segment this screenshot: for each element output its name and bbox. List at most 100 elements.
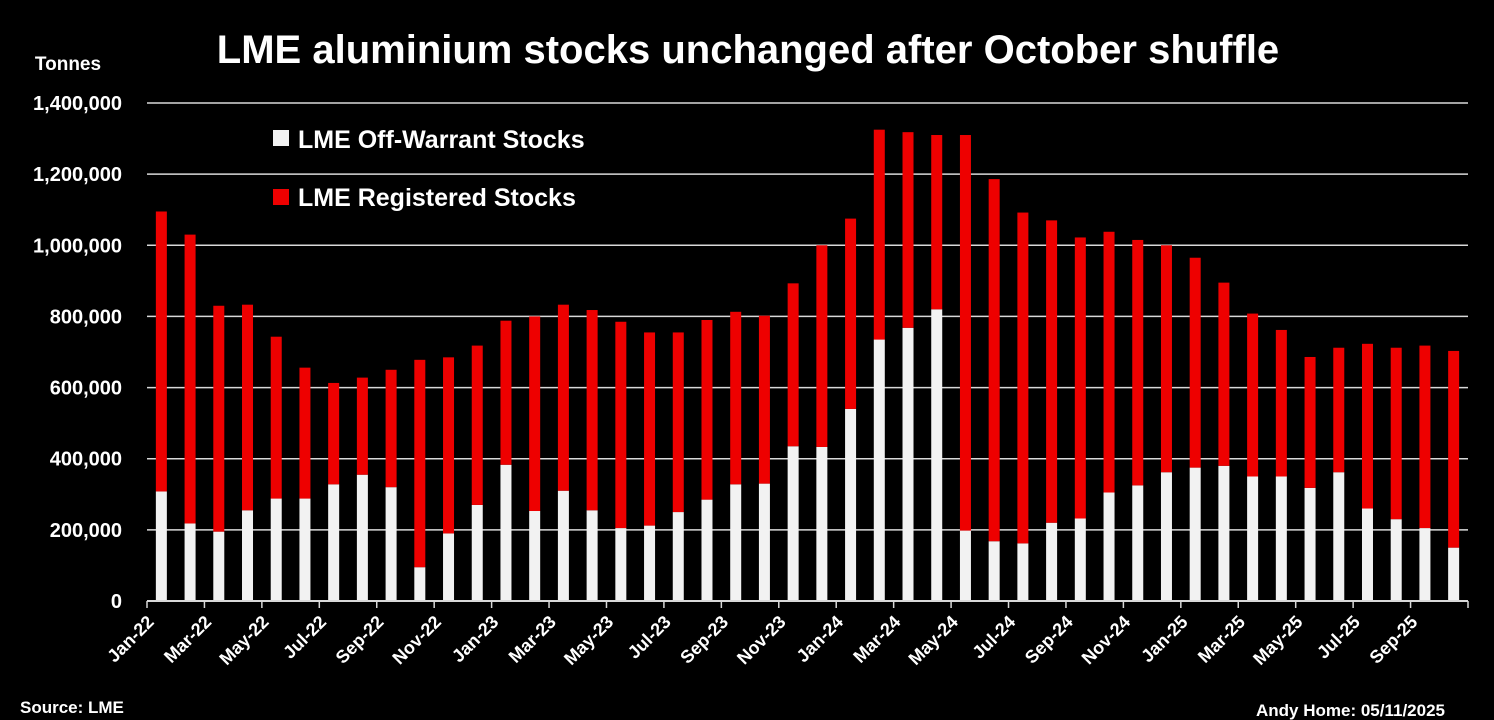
x-tick-label: Sep-22 — [332, 612, 388, 668]
bar-registered — [1275, 329, 1287, 477]
x-tick-label: Mar-24 — [849, 612, 904, 667]
bar-off-warrant — [1046, 522, 1058, 601]
y-tick-label: 800,000 — [50, 306, 122, 328]
bar-registered — [873, 129, 885, 340]
bar-registered — [414, 359, 426, 568]
bar-registered — [1074, 237, 1086, 519]
source-note: Source: LME — [20, 698, 124, 717]
x-axis-tick-labels: Jan-22 Mar-22 May-22 Jul-22 Sep-22 Nov-22 Jan-… — [103, 612, 1421, 669]
bar-off-warrant — [1419, 528, 1431, 601]
legend-swatch-off-warrant — [273, 130, 289, 146]
bar-registered — [213, 305, 225, 532]
bar-off-warrant — [443, 533, 455, 601]
bar-registered — [1247, 313, 1259, 477]
bar-registered — [155, 211, 167, 492]
bar-off-warrant — [701, 499, 713, 601]
bar-off-warrant — [816, 446, 828, 601]
bar-registered — [270, 336, 282, 499]
x-tick-label: Mar-22 — [160, 612, 215, 667]
bar-registered — [615, 321, 627, 529]
bar-registered — [1390, 347, 1402, 520]
x-tick-label: Jul-22 — [279, 612, 330, 663]
bar-registered — [385, 369, 397, 488]
x-tick-label: May-23 — [560, 612, 617, 669]
bar-off-warrant — [328, 484, 340, 601]
bar-registered — [902, 132, 914, 328]
x-axis — [146, 600, 1469, 608]
bar-off-warrant — [1304, 487, 1316, 601]
bar-registered — [529, 316, 541, 512]
bar-off-warrant — [1275, 476, 1287, 601]
bar-off-warrant — [500, 464, 512, 601]
bar-registered — [1361, 343, 1373, 509]
legend-label-off-warrant: LME Off-Warrant Stocks — [298, 126, 585, 154]
x-tick-label: Jan-25 — [1137, 612, 1191, 666]
bar-off-warrant — [242, 510, 254, 601]
x-tick-label: May-22 — [215, 612, 272, 669]
bar-registered — [1218, 282, 1230, 466]
bar-registered — [356, 377, 368, 475]
bar-off-warrant — [1074, 518, 1086, 601]
x-tick-label: Nov-24 — [1078, 612, 1135, 669]
bar-off-warrant — [1103, 492, 1115, 601]
bar-off-warrant — [385, 487, 397, 601]
bar-registered — [1046, 220, 1058, 523]
y-tick-label: 0 — [111, 591, 122, 613]
y-tick-label: 1,200,000 — [33, 164, 122, 186]
legend-label-registered: LME Registered Stocks — [298, 184, 576, 212]
x-tick-label: Sep-24 — [1021, 612, 1077, 668]
bar-registered — [471, 345, 483, 505]
y-axis-label: Tonnes — [35, 54, 101, 75]
bar-off-warrant — [1247, 476, 1259, 601]
bar-registered — [816, 245, 828, 447]
bar-registered — [1304, 356, 1316, 488]
bar-off-warrant — [529, 511, 541, 601]
bar-off-warrant — [845, 408, 857, 601]
bar-registered — [1160, 245, 1172, 473]
bar-off-warrant — [931, 309, 943, 601]
bar-registered — [328, 382, 340, 485]
x-tick-label: Nov-23 — [733, 612, 790, 669]
bar-off-warrant — [758, 483, 770, 601]
bar-off-warrant — [270, 498, 282, 601]
bars — [155, 129, 1460, 601]
bar-registered — [1419, 345, 1431, 529]
credit-note: Andy Home: 05/11/2025 — [1256, 701, 1445, 720]
bar-registered — [644, 332, 656, 526]
bar-registered — [1189, 257, 1201, 468]
legend: LME Off-Warrant Stocks LME Registered St… — [273, 126, 585, 212]
bar-off-warrant — [356, 474, 368, 601]
bar-registered — [1017, 212, 1029, 544]
x-tick-label: Mar-23 — [505, 612, 560, 667]
bar-off-warrant — [586, 510, 598, 601]
bar-off-warrant — [988, 541, 1000, 601]
x-tick-label: Mar-25 — [1194, 612, 1249, 667]
bar-off-warrant — [615, 528, 627, 601]
bar-off-warrant — [213, 531, 225, 601]
bar-off-warrant — [1017, 543, 1029, 601]
y-tick-label: 1,400,000 — [33, 93, 122, 115]
x-tick-label: May-24 — [905, 612, 962, 669]
bar-registered — [1448, 350, 1460, 548]
bar-registered — [701, 319, 713, 500]
bar-registered — [557, 304, 569, 491]
bar-registered — [988, 179, 1000, 542]
x-tick-label: Nov-22 — [388, 612, 445, 669]
bar-off-warrant — [471, 504, 483, 601]
bar-off-warrant — [184, 523, 196, 601]
bar-off-warrant — [902, 327, 914, 601]
bar-off-warrant — [1132, 485, 1144, 601]
x-tick-label: Sep-23 — [676, 612, 732, 668]
bar-off-warrant — [873, 339, 885, 601]
gridlines — [147, 102, 1468, 531]
bar-registered — [845, 218, 857, 409]
bar-registered — [443, 357, 455, 534]
chart-title: LME aluminium stocks unchanged after Oct… — [217, 28, 1279, 72]
bar-registered — [959, 135, 971, 531]
bar-off-warrant — [414, 567, 426, 601]
bar-registered — [931, 135, 943, 310]
x-tick-label: Sep-25 — [1366, 612, 1422, 668]
bar-off-warrant — [1390, 519, 1402, 601]
y-tick-label: 200,000 — [50, 520, 122, 542]
